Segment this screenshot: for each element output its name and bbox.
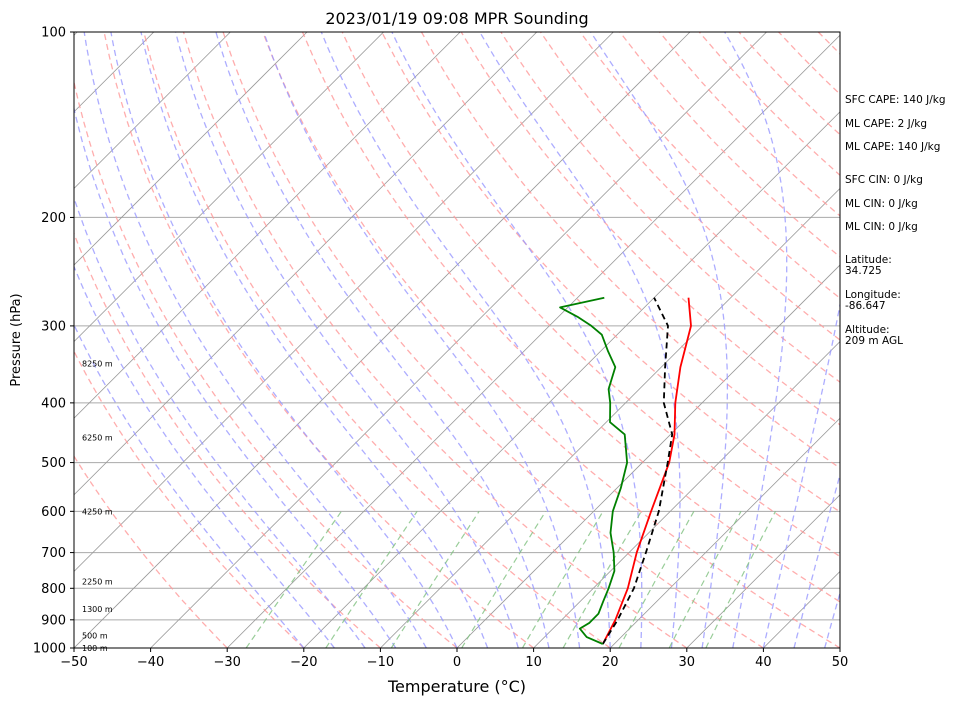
isotherm-line [686, 494, 840, 648]
isotherm-line [0, 32, 1, 648]
height-label: 2250 m [82, 578, 113, 587]
dry-adiabat-line [74, 79, 458, 648]
sfc-cape-note: SFC CAPE: 140 J/kg [845, 94, 946, 106]
isotherm-line [533, 341, 840, 648]
temperature-profile-line [602, 297, 692, 645]
moist-adiabat-line [590, 32, 729, 648]
moist-adiabat-line [762, 301, 840, 648]
latitude-note: Latitude: 34.725 [845, 254, 892, 277]
isotherm-line [303, 111, 840, 648]
chart-title: 2023/01/19 09:08 MPR Sounding [325, 9, 588, 28]
x-tick-label: −50 [60, 655, 87, 670]
moist-adiabat-line [74, 264, 335, 648]
height-label: 4250 m [82, 507, 113, 516]
y-tick-label: 400 [41, 396, 66, 411]
moist-adiabat-line [140, 32, 489, 648]
sfc-cin-note: SFC CIN: 0 J/kg [845, 174, 923, 186]
dry-adiabat-line [74, 454, 228, 648]
mixing-ratio-line [562, 510, 642, 648]
plot-frame [73, 31, 841, 649]
moist-adiabat-line [83, 32, 427, 648]
mixing-ratio-line [390, 510, 480, 648]
x-tick-label: −40 [137, 655, 164, 670]
background-lines [0, 32, 840, 648]
moist-adiabat-line [391, 32, 643, 648]
y-tick-label: 1000 [33, 642, 66, 657]
dry-adiabat-line [74, 349, 305, 648]
x-tick-label: −20 [290, 655, 317, 670]
x-axis-label: Temperature (°C) [387, 677, 526, 696]
isotherm-line [74, 32, 231, 189]
isotherm-line [226, 34, 840, 648]
mixing-ratio-line [668, 511, 742, 648]
height-label: 500 m [82, 632, 108, 641]
isotherm-line [74, 32, 384, 343]
mixing-ratio-line [521, 510, 604, 648]
x-tick-label: −30 [213, 655, 240, 670]
y-tick-label: 900 [41, 613, 66, 628]
dry-adiabat-line [262, 32, 840, 648]
y-tick-label: 500 [41, 456, 66, 471]
dry-adiabat-line [143, 32, 611, 648]
x-tick-label: 50 [832, 655, 849, 670]
isotherm-line [150, 32, 767, 648]
isotherm-line [74, 32, 538, 496]
moist-adiabat-line [215, 32, 550, 648]
y-tick-label: 100 [41, 26, 66, 41]
y-axis: 100 200 300 400 500 600 700 800 900 1000 [33, 26, 74, 657]
moist-adiabat-line [174, 32, 519, 648]
y-tick-label: 600 [41, 505, 66, 520]
moist-adiabat-line [724, 32, 788, 648]
y-tick-label: 700 [41, 546, 66, 561]
isotherm-line [74, 32, 614, 572]
mixing-ratio-line [618, 511, 695, 648]
x-tick-label: −10 [367, 655, 394, 670]
y-tick-label: 800 [41, 582, 66, 597]
ml-cape-note: ML CAPE: 2 J/kg [845, 118, 928, 130]
x-axis: −50 −40 −30 −20 −10 0 10 20 30 40 50 [60, 648, 848, 670]
y-tick-label: 300 [41, 319, 66, 334]
isotherm-line [380, 187, 840, 648]
y-tick-label: 200 [41, 211, 66, 226]
moist-adiabat-line [824, 590, 840, 648]
dry-adiabat-line [579, 32, 840, 300]
x-tick-label: 20 [602, 655, 619, 670]
altitude-note: Altitude: 209 m AGL [845, 324, 903, 347]
height-label: 8250 m [82, 359, 113, 368]
moist-adiabat-line [320, 32, 611, 648]
mixing-ratio-line [245, 510, 342, 648]
ml-cin-note-2: ML CIN: 0 J/kg [845, 221, 918, 233]
height-label: 1300 m [82, 605, 113, 614]
moist-adiabat-line [793, 472, 840, 648]
mixing-ratio-line [705, 511, 777, 648]
isotherm-line [609, 417, 840, 648]
dewpoint-profile-line [559, 296, 628, 645]
x-tick-label: 10 [525, 655, 542, 670]
data-series [559, 296, 692, 645]
moist-adiabat-line [479, 32, 681, 648]
x-tick-label: 30 [679, 655, 696, 670]
x-tick-label: 0 [453, 655, 461, 670]
isotherm-line [74, 32, 308, 266]
parcel-profile-line [602, 297, 674, 645]
ml-cin-note: ML CIN: 0 J/kg [845, 198, 918, 210]
mixing-ratio-line [461, 510, 547, 648]
y-axis-label: Pressure (hPa) [9, 293, 24, 386]
dry-adiabat-line [103, 32, 534, 648]
height-label: 6250 m [82, 433, 113, 442]
dry-adiabat-line [222, 32, 764, 648]
isotherm-line [74, 32, 691, 648]
ml-cape-note-2: ML CAPE: 140 J/kg [845, 141, 941, 153]
isotherm-line [74, 32, 461, 419]
moist-adiabat-line [110, 32, 458, 648]
moist-adiabat-line [74, 196, 366, 648]
moist-adiabat-line [263, 32, 581, 648]
mixing-ratio-line [325, 510, 418, 648]
x-tick-label: 40 [755, 655, 772, 670]
moist-adiabat-line [74, 105, 397, 648]
longitude-note: Longitude: -86.647 [845, 289, 901, 312]
